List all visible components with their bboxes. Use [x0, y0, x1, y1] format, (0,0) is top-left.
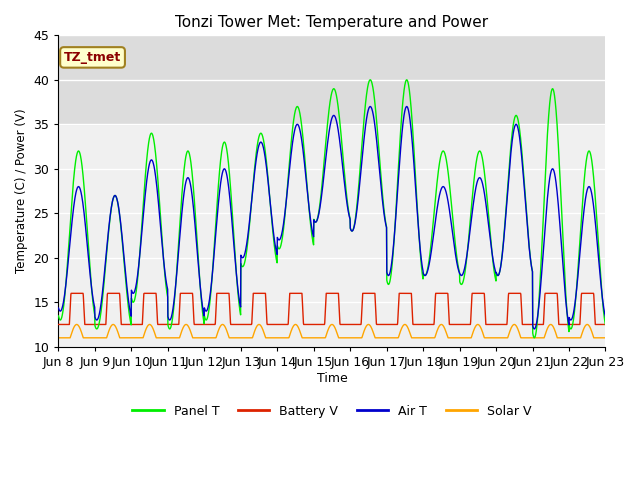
Air T	[531, 326, 538, 332]
Panel T	[54, 313, 62, 319]
Battery V	[348, 322, 356, 327]
Line: Panel T: Panel T	[58, 80, 605, 338]
Solar V	[73, 322, 81, 327]
Battery V	[554, 292, 561, 298]
Solar V	[554, 335, 561, 341]
Panel T	[531, 335, 538, 341]
Battery V	[207, 322, 215, 327]
Solar V	[569, 335, 577, 341]
Solar V	[491, 335, 499, 341]
Solar V	[54, 335, 62, 341]
Panel T	[360, 122, 367, 128]
Air T	[207, 285, 215, 291]
Solar V	[207, 335, 215, 341]
Air T	[348, 228, 355, 234]
Panel T	[602, 322, 609, 327]
Solar V	[348, 335, 356, 341]
X-axis label: Time: Time	[317, 372, 348, 384]
Line: Battery V: Battery V	[58, 293, 605, 324]
Air T	[491, 267, 499, 273]
Panel T	[554, 129, 561, 135]
Battery V	[54, 322, 62, 327]
Line: Solar V: Solar V	[58, 324, 605, 338]
Air T	[360, 141, 367, 147]
Panel T	[491, 274, 499, 279]
Legend: Panel T, Battery V, Air T, Solar V: Panel T, Battery V, Air T, Solar V	[127, 400, 536, 423]
Solar V	[360, 329, 367, 335]
Battery V	[360, 290, 367, 296]
Bar	[58, 36, 605, 124]
Panel T	[569, 321, 577, 327]
Text: TZ_tmet: TZ_tmet	[64, 51, 121, 64]
Battery V	[67, 290, 75, 296]
Air T	[569, 313, 577, 319]
Panel T	[207, 288, 215, 294]
Panel T	[367, 77, 374, 83]
Panel T	[348, 228, 355, 234]
Y-axis label: Temperature (C) / Power (V): Temperature (C) / Power (V)	[15, 108, 28, 273]
Line: Air T: Air T	[58, 107, 605, 329]
Battery V	[602, 322, 609, 327]
Solar V	[602, 335, 609, 341]
Battery V	[569, 322, 577, 327]
Battery V	[491, 322, 499, 327]
Air T	[367, 104, 374, 109]
Title: Tonzi Tower Met: Temperature and Power: Tonzi Tower Met: Temperature and Power	[175, 15, 488, 30]
Air T	[554, 194, 561, 200]
Air T	[54, 305, 62, 311]
Air T	[602, 314, 609, 320]
